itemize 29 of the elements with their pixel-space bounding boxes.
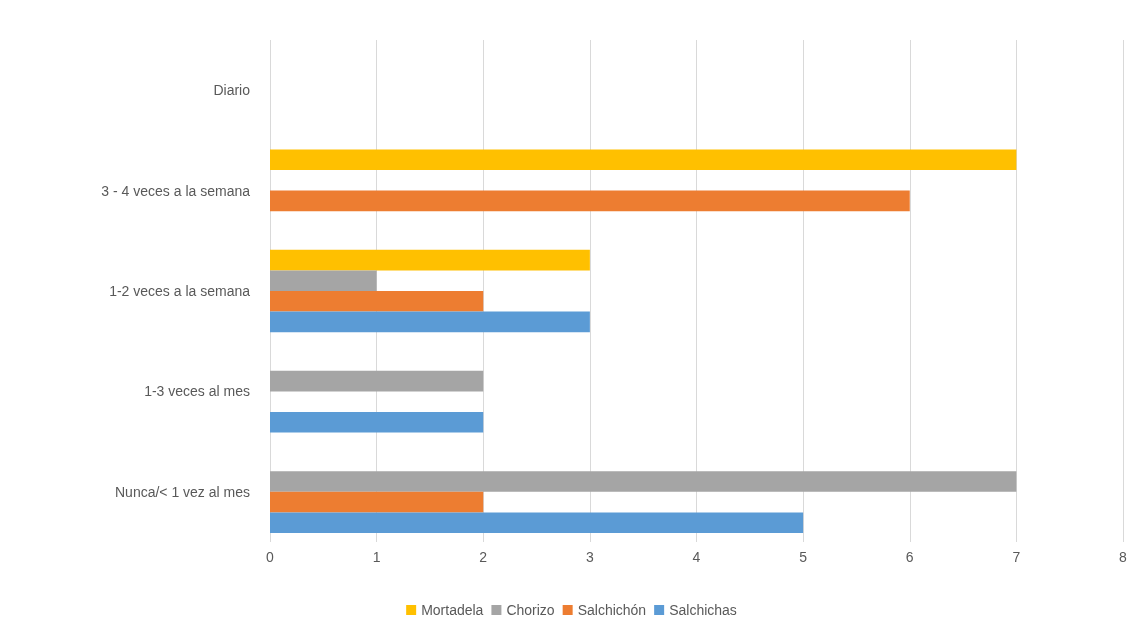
legend-label: Mortadela — [421, 602, 484, 618]
x-tick-label: 5 — [799, 549, 808, 565]
x-tick-label: 8 — [1119, 549, 1128, 565]
x-tick-label: 0 — [266, 549, 275, 565]
x-tick-label: 2 — [479, 549, 488, 565]
bar — [270, 512, 804, 533]
bar — [270, 491, 484, 513]
y-tick-label: Nunca/< 1 vez al mes — [114, 483, 250, 500]
bar — [270, 471, 1017, 492]
legend-label: Salchichón — [577, 602, 647, 618]
y-tick-label: Diario — [213, 82, 251, 99]
bar — [270, 411, 484, 433]
x-tick-label: 6 — [905, 549, 914, 565]
bar — [270, 291, 484, 312]
bar — [270, 370, 484, 392]
y-tick-label: 1-2 veces a la semana — [109, 283, 251, 299]
legend-label: Salchichas — [669, 602, 737, 618]
x-tick-label: 4 — [692, 549, 701, 565]
x-tick-label: 3 — [585, 549, 594, 565]
x-tick-label: 1 — [372, 549, 381, 565]
y-tick-label: 3 - 4 veces a la semana — [101, 182, 251, 199]
bar — [270, 190, 910, 212]
x-tick-label: 7 — [1012, 549, 1021, 565]
bar — [270, 249, 590, 271]
legend-label: Chorizo — [506, 602, 555, 618]
y-tick-label: 1-3 veces al mes — [144, 383, 250, 400]
bar — [270, 270, 377, 291]
bar — [270, 149, 1017, 171]
bar — [270, 311, 590, 333]
